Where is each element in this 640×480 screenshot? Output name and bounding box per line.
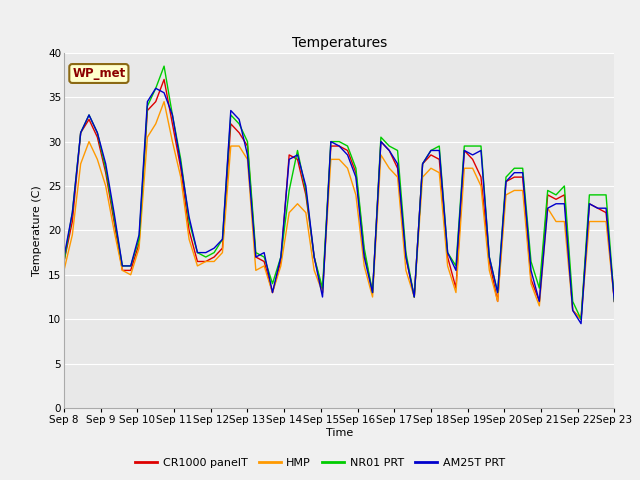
X-axis label: Time: Time <box>326 428 353 438</box>
NR01 PRT <box>611 299 618 304</box>
AM25T PRT <box>152 85 159 91</box>
AM25T PRT <box>127 263 134 269</box>
Line: AM25T PRT: AM25T PRT <box>64 88 614 324</box>
Title: Temperatures: Temperatures <box>292 36 387 50</box>
HMP <box>577 316 585 322</box>
Text: WP_met: WP_met <box>72 67 125 80</box>
AM25T PRT <box>294 152 301 158</box>
CR1000 panelT <box>611 299 618 304</box>
NR01 PRT <box>102 165 109 171</box>
CR1000 panelT <box>569 307 577 313</box>
AM25T PRT <box>577 321 585 326</box>
HMP <box>569 307 577 313</box>
NR01 PRT <box>577 316 585 322</box>
CR1000 panelT <box>319 289 326 295</box>
Y-axis label: Temperature (C): Temperature (C) <box>33 185 42 276</box>
AM25T PRT <box>319 294 326 300</box>
NR01 PRT <box>294 147 301 153</box>
AM25T PRT <box>60 254 68 260</box>
Line: CR1000 panelT: CR1000 panelT <box>64 79 614 319</box>
NR01 PRT <box>319 285 326 291</box>
HMP <box>160 99 168 105</box>
CR1000 panelT <box>294 156 301 162</box>
HMP <box>486 267 493 273</box>
NR01 PRT <box>127 263 134 269</box>
CR1000 panelT <box>102 170 109 176</box>
Legend: CR1000 panelT, HMP, NR01 PRT, AM25T PRT: CR1000 panelT, HMP, NR01 PRT, AM25T PRT <box>131 453 509 472</box>
CR1000 panelT <box>160 76 168 83</box>
Line: NR01 PRT: NR01 PRT <box>64 66 614 319</box>
Line: HMP: HMP <box>64 102 614 319</box>
HMP <box>294 201 301 206</box>
AM25T PRT <box>611 299 618 304</box>
HMP <box>319 289 326 295</box>
HMP <box>127 272 134 277</box>
NR01 PRT <box>569 299 577 304</box>
NR01 PRT <box>60 259 68 264</box>
CR1000 panelT <box>60 259 68 264</box>
NR01 PRT <box>160 63 168 69</box>
CR1000 panelT <box>127 267 134 273</box>
CR1000 panelT <box>577 316 585 322</box>
HMP <box>102 183 109 189</box>
AM25T PRT <box>102 161 109 167</box>
CR1000 panelT <box>486 259 493 264</box>
NR01 PRT <box>486 254 493 260</box>
AM25T PRT <box>569 307 577 313</box>
HMP <box>611 299 618 304</box>
AM25T PRT <box>486 254 493 260</box>
HMP <box>60 267 68 273</box>
